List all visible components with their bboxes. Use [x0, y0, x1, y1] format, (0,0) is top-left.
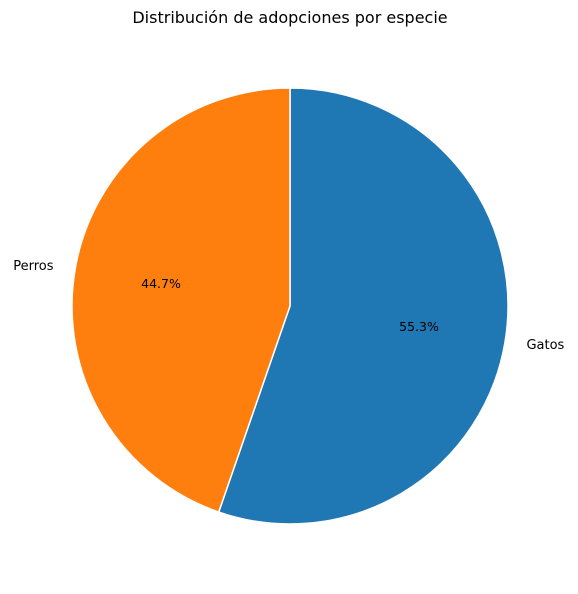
pie-labels: Gatos 55.3% Perros 44.7% — [13, 259, 564, 353]
pct-label-gatos: 55.3% — [399, 319, 439, 334]
pie-slice-gatos — [217, 87, 509, 525]
chart-title: Distribución de adopciones por especie — [132, 8, 447, 27]
slice-label-perros: Perros — [13, 259, 54, 274]
pie-slice-perros — [71, 87, 291, 513]
slice-label-gatos: Gatos — [526, 338, 564, 353]
pie-slices — [71, 87, 509, 525]
pct-label-perros: 44.7% — [141, 276, 181, 291]
